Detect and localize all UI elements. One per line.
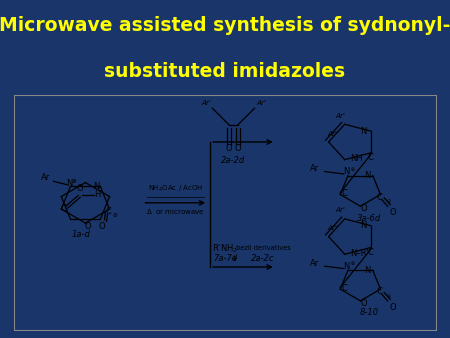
Text: O: O <box>360 299 367 308</box>
Text: O: O <box>84 222 91 231</box>
Text: C: C <box>376 193 382 202</box>
Text: $\Delta$  or microwave: $\Delta$ or microwave <box>146 207 205 216</box>
Text: N: N <box>66 179 72 188</box>
Text: $\oplus$: $\oplus$ <box>350 165 356 173</box>
Text: O: O <box>234 144 241 153</box>
Text: NH$_4$OAc / AcOH: NH$_4$OAc / AcOH <box>148 184 203 194</box>
Text: 8-10: 8-10 <box>359 308 378 317</box>
Text: $\ominus$: $\ominus$ <box>386 292 392 300</box>
Text: $\ominus$: $\ominus$ <box>112 211 118 219</box>
Text: N: N <box>364 266 371 275</box>
Text: N: N <box>364 171 371 180</box>
Text: substituted imidazoles: substituted imidazoles <box>104 62 346 81</box>
Text: O: O <box>390 208 396 217</box>
Text: N–R': N–R' <box>350 249 369 258</box>
Text: N: N <box>360 126 366 136</box>
Text: Microwave assisted synthesis of sydnonyl-: Microwave assisted synthesis of sydnonyl… <box>0 16 450 35</box>
Text: bezil derivatives: bezil derivatives <box>236 245 290 251</box>
Text: Ar: Ar <box>40 173 50 183</box>
Text: N: N <box>343 167 350 176</box>
Text: O: O <box>226 144 233 153</box>
Text: C: C <box>368 248 374 257</box>
Text: O: O <box>99 222 105 232</box>
Text: Ar': Ar' <box>328 130 338 137</box>
Text: $\oplus$: $\oplus$ <box>71 177 77 185</box>
Text: R'NH$_2$: R'NH$_2$ <box>212 242 238 255</box>
Text: C: C <box>342 189 347 198</box>
Text: O: O <box>77 184 84 193</box>
Text: H: H <box>94 190 100 199</box>
Text: Ar: Ar <box>310 164 319 173</box>
Text: O: O <box>360 204 367 213</box>
Text: 7a-7d: 7a-7d <box>213 254 237 263</box>
Text: N: N <box>360 221 366 230</box>
Text: 1a-d: 1a-d <box>72 231 90 239</box>
Text: NH: NH <box>350 154 363 163</box>
Text: Ar: Ar <box>310 259 319 268</box>
Text: $\ominus$: $\ominus$ <box>386 197 392 205</box>
Text: N: N <box>93 182 99 191</box>
Text: +: + <box>230 254 237 263</box>
Text: 2a-2c: 2a-2c <box>251 254 275 263</box>
Text: C: C <box>105 207 111 216</box>
Text: 3a-6d: 3a-6d <box>357 214 381 222</box>
Text: Ar': Ar' <box>336 208 346 214</box>
Text: Ar': Ar' <box>256 100 266 106</box>
Text: Ar': Ar' <box>201 100 211 106</box>
Text: N: N <box>343 262 350 271</box>
Text: $\oplus$: $\oplus$ <box>350 260 356 267</box>
Text: O: O <box>390 303 396 312</box>
Text: C: C <box>368 153 374 163</box>
Text: 2a-2d: 2a-2d <box>221 156 246 165</box>
Text: Ar': Ar' <box>328 225 338 231</box>
Text: C: C <box>342 284 347 293</box>
Text: C: C <box>60 203 66 213</box>
Text: Ar': Ar' <box>336 113 346 119</box>
Text: C: C <box>376 287 382 296</box>
